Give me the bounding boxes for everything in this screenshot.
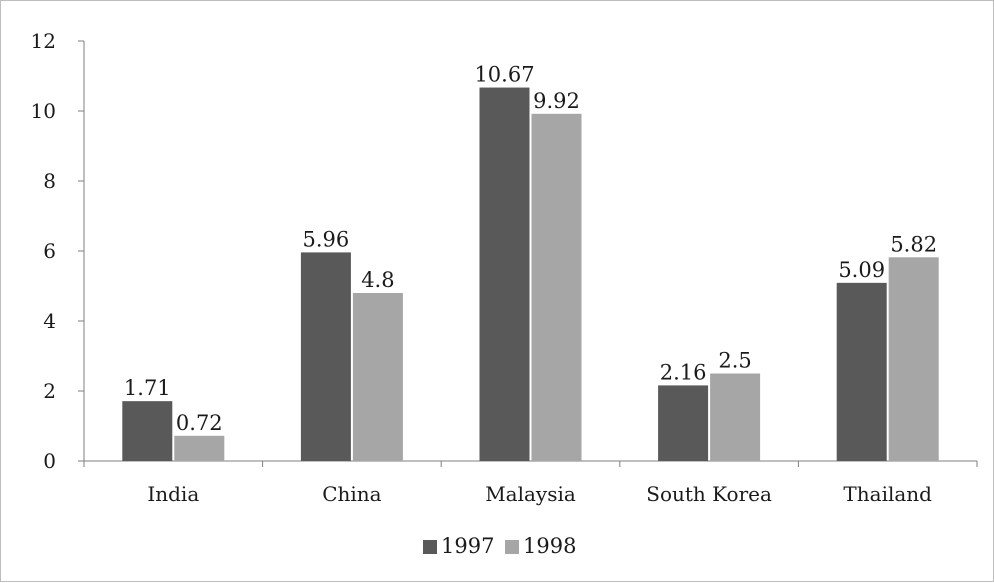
bar[interactable] [122,401,173,461]
data-label: 0.72 [176,411,223,435]
legend-item[interactable]: 1998 [505,534,576,558]
data-label: 2.5 [718,349,751,373]
axes: 0 2 4 6 8 10 12 India China Malaysia South Korea Th… [31,29,978,506]
bars [122,87,939,462]
x-tick-label: China [322,482,381,506]
y-tick-label: 12 [31,29,56,53]
data-label: 5.09 [838,258,885,282]
bar[interactable] [300,252,351,461]
bar[interactable] [174,435,225,461]
y-tick-label: 0 [43,449,56,473]
bar[interactable] [352,293,403,461]
legend-swatch [423,540,437,554]
legend-item[interactable]: 1997 [423,534,494,558]
y-tick-label: 8 [43,169,56,193]
legend-label: 1997 [441,534,494,558]
y-tick-label: 4 [43,309,56,333]
data-label: 2.16 [660,360,707,384]
x-tick-label: Thailand [843,482,932,506]
data-label: 5.82 [890,232,937,256]
legend-label: 1998 [523,534,576,558]
y-tick-label: 6 [43,239,56,263]
data-label: 5.96 [303,227,350,251]
x-tick-label: Malaysia [485,482,576,506]
bar[interactable] [836,282,887,461]
data-label: 1.71 [124,376,171,400]
bar[interactable] [888,257,939,461]
bar[interactable] [658,385,709,461]
y-tick-label: 10 [31,99,56,123]
data-label: 9.92 [533,89,580,113]
data-labels: 1.710.72 5.96 4.8 10.679.92 2.16 2.5 5.095.82 [124,63,937,435]
bar[interactable] [531,113,582,462]
x-tick-label: South Korea [646,482,772,506]
bar[interactable] [479,87,530,462]
legend[interactable]: 1997 1998 [423,534,576,558]
y-tick-label: 2 [43,379,56,403]
bar[interactable] [710,373,761,462]
x-tick-label: India [147,482,199,506]
legend-swatch [505,540,519,554]
data-label: 4.8 [361,268,394,292]
data-label: 10.67 [474,63,534,87]
